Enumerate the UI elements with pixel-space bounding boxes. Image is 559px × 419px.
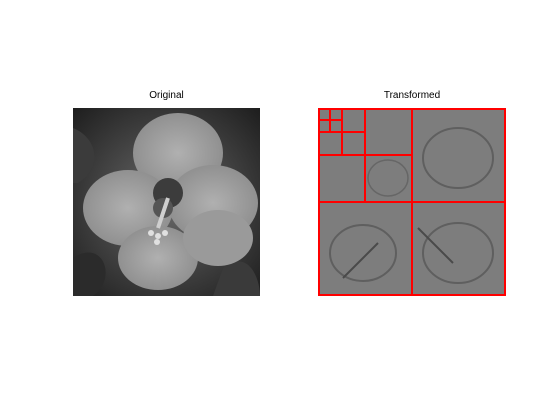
transformed-title: Transformed: [383, 90, 441, 101]
original-image: [73, 108, 260, 296]
wavelet-transform-image: [318, 108, 506, 296]
original-title: Original: [149, 90, 184, 101]
quadtree-grid: [318, 108, 506, 296]
hibiscus-flower-image: [73, 108, 260, 296]
transformed-image: [318, 108, 506, 296]
